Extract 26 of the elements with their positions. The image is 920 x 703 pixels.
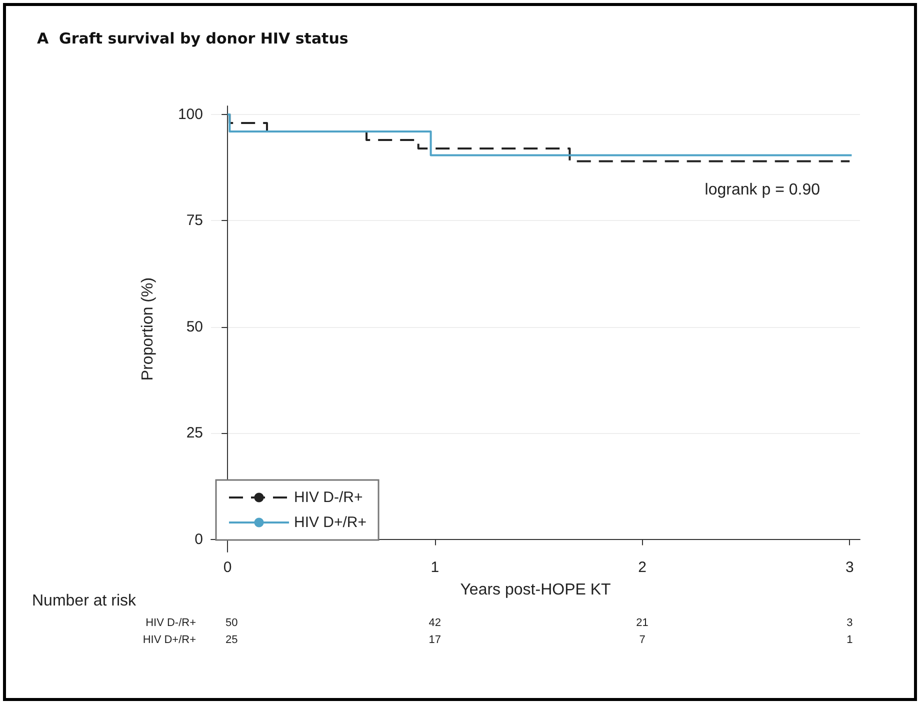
text: 25 (225, 634, 238, 646)
text: 1 (846, 634, 853, 646)
y-tick-label: 50 (186, 318, 203, 336)
x-tick-label: 0 (223, 559, 232, 576)
text: HIV D-/R+ (146, 617, 196, 629)
chart-title: A Graft survival by donor HIV status (37, 30, 348, 48)
text: 42 (428, 617, 442, 629)
text: 50 (225, 617, 238, 629)
x-tick-label: 1 (430, 559, 440, 576)
y-tick-label: 25 (186, 424, 203, 442)
text: Number at risk (32, 592, 138, 610)
y-tick-label: 100 (178, 106, 203, 123)
x-tick-label: 3 (845, 559, 854, 576)
text: 3 (846, 617, 853, 629)
text: HIV D+/R+ (142, 634, 196, 646)
y-axis-title: Proportion (%) (140, 277, 156, 381)
text: 17 (428, 634, 442, 646)
legend-label: HIV D+/R+ (294, 514, 367, 531)
x-tick-label: 2 (638, 559, 646, 576)
y-tick-label: 0 (194, 530, 203, 548)
legend-label: HIV D-/R+ (294, 489, 363, 506)
text: 21 (636, 617, 648, 629)
y-tick-label: 75 (186, 212, 203, 230)
text: 7 (639, 634, 646, 646)
x-axis-title: Years post-HOPE KT (460, 582, 612, 598)
annotation: logrank p = 0.90 (704, 182, 820, 198)
